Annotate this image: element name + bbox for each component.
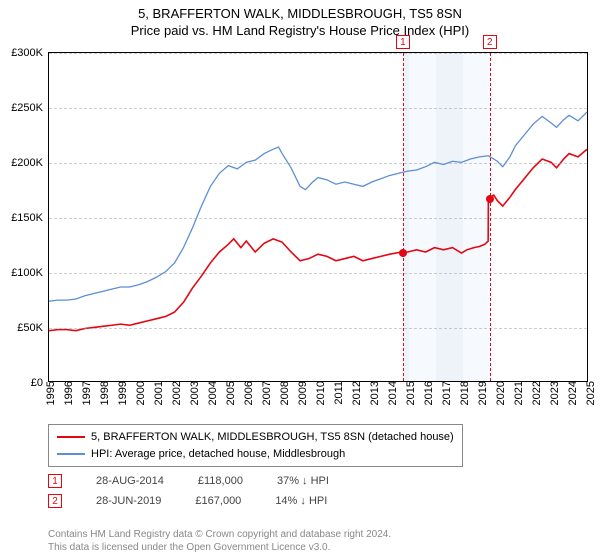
legend: 5, BRAFFERTON WALK, MIDDLESBROUGH, TS5 8… bbox=[48, 424, 588, 467]
x-tick-label: 1999 bbox=[117, 381, 129, 405]
x-tick-label: 2018 bbox=[459, 381, 471, 405]
x-tick-label: 2011 bbox=[333, 381, 345, 405]
x-tick-label: 2012 bbox=[351, 381, 363, 405]
flag-line bbox=[403, 53, 404, 381]
x-tick-label: 2004 bbox=[207, 381, 219, 405]
legend-swatch-price bbox=[57, 436, 85, 438]
footer-line-1: Contains HM Land Registry data © Crown c… bbox=[48, 528, 391, 541]
x-tick-label: 2021 bbox=[513, 381, 525, 405]
x-tick-label: 2014 bbox=[387, 381, 399, 405]
y-tick-label: £250K bbox=[11, 102, 43, 114]
flag-line bbox=[490, 53, 491, 381]
flag-label: 1 bbox=[396, 35, 410, 49]
x-tick-label: 2025 bbox=[585, 381, 597, 405]
sale-pct: 14% ↓ HPI bbox=[275, 495, 327, 507]
x-tick-label: 2010 bbox=[315, 381, 327, 405]
x-tick-label: 2022 bbox=[531, 381, 543, 405]
legend-item-hpi: HPI: Average price, detached house, Midd… bbox=[57, 446, 454, 463]
sale-flag: 1 bbox=[48, 474, 62, 488]
legend-label-hpi: HPI: Average price, detached house, Midd… bbox=[91, 446, 345, 463]
x-tick-label: 2002 bbox=[171, 381, 183, 405]
gridline bbox=[49, 108, 587, 109]
sale-price: £167,000 bbox=[195, 495, 241, 507]
sale-flag: 2 bbox=[48, 494, 62, 508]
x-tick-label: 2009 bbox=[297, 381, 309, 405]
sale-row: 1 28-AUG-2014 £118,000 37% ↓ HPI bbox=[48, 474, 588, 488]
legend-swatch-hpi bbox=[57, 453, 85, 455]
sale-date: 28-JUN-2019 bbox=[96, 495, 161, 507]
x-tick-label: 2005 bbox=[225, 381, 237, 405]
gridline bbox=[49, 163, 587, 164]
x-tick-label: 2020 bbox=[495, 381, 507, 405]
x-tick-label: 2024 bbox=[567, 381, 579, 405]
gridline bbox=[49, 218, 587, 219]
flag-label: 2 bbox=[483, 35, 497, 49]
sale-marker bbox=[399, 249, 407, 257]
x-tick-label: 1996 bbox=[63, 381, 75, 405]
x-tick-label: 1998 bbox=[99, 381, 111, 405]
line-layer bbox=[49, 53, 587, 381]
x-tick-label: 1997 bbox=[81, 381, 93, 405]
gridline bbox=[49, 53, 587, 54]
plot-area: £0£50K£100K£150K£200K£250K£300K199519961… bbox=[48, 52, 588, 382]
x-tick-label: 2017 bbox=[441, 381, 453, 405]
sales-list: 1 28-AUG-2014 £118,000 37% ↓ HPI 2 28-JU… bbox=[48, 468, 588, 514]
x-tick-label: 2008 bbox=[279, 381, 291, 405]
x-tick-label: 2003 bbox=[189, 381, 201, 405]
footer-line-2: This data is licensed under the Open Gov… bbox=[48, 541, 391, 554]
footer: Contains HM Land Registry data © Crown c… bbox=[48, 528, 391, 554]
sale-marker bbox=[486, 195, 494, 203]
y-tick-label: £300K bbox=[11, 47, 43, 59]
x-tick-label: 2023 bbox=[549, 381, 561, 405]
sale-pct: 37% ↓ HPI bbox=[277, 475, 329, 487]
gridline bbox=[49, 328, 587, 329]
x-tick-label: 1995 bbox=[45, 381, 57, 405]
x-tick-label: 2000 bbox=[135, 381, 147, 405]
x-tick-label: 2019 bbox=[477, 381, 489, 405]
y-tick-label: £0 bbox=[31, 377, 43, 389]
y-tick-label: £150K bbox=[11, 212, 43, 224]
y-tick-label: £50K bbox=[17, 322, 43, 334]
title-line-2: Price paid vs. HM Land Registry's House … bbox=[0, 23, 600, 40]
y-tick-label: £100K bbox=[11, 267, 43, 279]
sale-date: 28-AUG-2014 bbox=[96, 475, 164, 487]
sale-price: £118,000 bbox=[198, 475, 243, 487]
legend-box: 5, BRAFFERTON WALK, MIDDLESBROUGH, TS5 8… bbox=[48, 424, 463, 467]
x-tick-label: 2013 bbox=[369, 381, 381, 405]
legend-label-price: 5, BRAFFERTON WALK, MIDDLESBROUGH, TS5 8… bbox=[91, 429, 454, 446]
chart-container: 5, BRAFFERTON WALK, MIDDLESBROUGH, TS5 8… bbox=[0, 0, 600, 560]
sale-row: 2 28-JUN-2019 £167,000 14% ↓ HPI bbox=[48, 494, 588, 508]
title-line-1: 5, BRAFFERTON WALK, MIDDLESBROUGH, TS5 8… bbox=[0, 6, 600, 23]
x-tick-label: 2015 bbox=[405, 381, 417, 405]
chart-title: 5, BRAFFERTON WALK, MIDDLESBROUGH, TS5 8… bbox=[0, 0, 600, 40]
x-tick-label: 2016 bbox=[423, 381, 435, 405]
gridline bbox=[49, 273, 587, 274]
x-tick-label: 2007 bbox=[261, 381, 273, 405]
line-price bbox=[49, 149, 587, 330]
y-tick-label: £200K bbox=[11, 157, 43, 169]
x-tick-label: 2001 bbox=[153, 381, 165, 405]
x-tick-label: 2006 bbox=[243, 381, 255, 405]
legend-item-price: 5, BRAFFERTON WALK, MIDDLESBROUGH, TS5 8… bbox=[57, 429, 454, 446]
